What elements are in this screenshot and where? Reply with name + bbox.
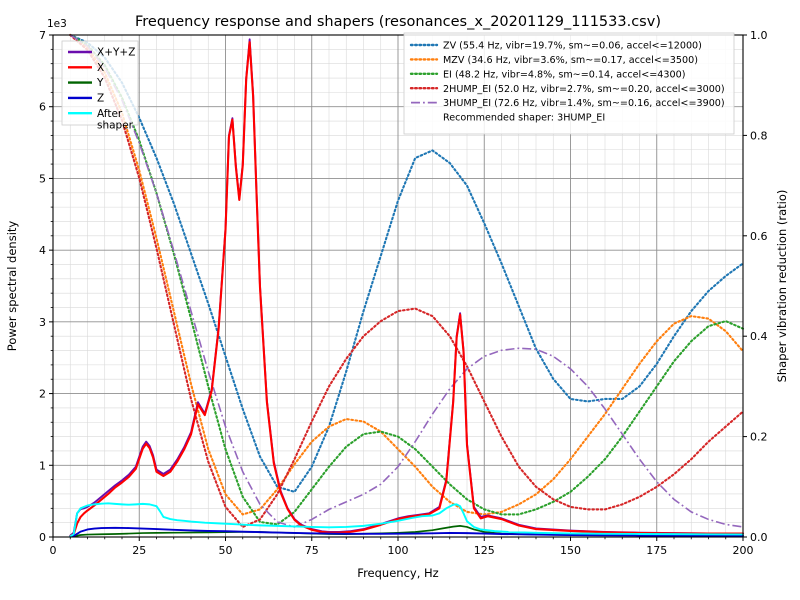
y2-tick-label: 0.2 xyxy=(750,431,768,444)
shaper-legend-label-zv: ZV (55.4 Hz, vibr=19.7%, sm~=0.06, accel… xyxy=(443,41,702,52)
recommended-shaper-text: Recommended shaper: 3HUMP_EI xyxy=(443,113,605,124)
shaper-legend: ZV (55.4 Hz, vibr=19.7%, sm~=0.06, accel… xyxy=(403,32,735,135)
x-axis-ticks: 0 25 50 75 100 125 150 175 200 xyxy=(50,537,754,557)
y-tick-label: 0 xyxy=(39,531,46,544)
y2-tick-label: 0.4 xyxy=(750,330,768,343)
shaper-legend-label-mzv: MZV (34.6 Hz, vibr=3.6%, sm~=0.17, accel… xyxy=(443,55,698,66)
psd-curve-after-shaper xyxy=(69,502,744,538)
x-tick-label: 125 xyxy=(474,544,495,557)
psd-curve-z xyxy=(69,526,744,538)
y2-axis-label: Shaper vibration reduction (ratio) xyxy=(775,190,789,383)
x-tick-label: 50 xyxy=(219,544,233,557)
shaper-legend-label-2hump_ei: 2HUMP_EI (52.0 Hz, vibr=2.7%, sm~=0.20, … xyxy=(443,84,725,95)
shaper-legend-label-ei: EI (48.2 Hz, vibr=4.8%, sm~=0.14, accel<… xyxy=(443,69,685,80)
axis-legend-label-shaper-line2: shaper xyxy=(97,120,134,132)
axis-legend-label-after: After xyxy=(97,108,123,120)
y-tick-label: 1 xyxy=(39,459,46,472)
shaper-curve-mzv xyxy=(69,33,745,516)
y-tick-label: 5 xyxy=(39,172,46,185)
y-tick-label: 4 xyxy=(39,244,46,257)
y-tick-label: 7 xyxy=(39,29,46,42)
x-tick-label: 25 xyxy=(132,544,146,557)
y-axis-ticks: 0 1 2 3 4 5 6 7 xyxy=(39,29,53,544)
x-tick-label: 0 xyxy=(50,544,57,557)
shaper-curves xyxy=(69,33,745,529)
axis-legend-label-x: X xyxy=(97,62,104,74)
psd-curve-x xyxy=(69,41,745,538)
y-tick-label: 3 xyxy=(39,316,46,329)
shaper-curve-2hump_ei xyxy=(69,33,745,529)
y2-tick-label: 0.8 xyxy=(750,129,768,142)
axis-legend-label-y: Y xyxy=(96,77,104,89)
axis-legend-label-x-y-z: X+Y+Z xyxy=(97,47,135,59)
shaper-legend-box xyxy=(403,32,735,135)
shaper-legend-label-3hump_ei: 3HUMP_EI (72.6 Hz, vibr=1.4%, sm~=0.16, … xyxy=(443,98,725,109)
y2-tick-label: 0.0 xyxy=(750,531,768,544)
y-tick-label: 2 xyxy=(39,388,46,401)
x-tick-label: 200 xyxy=(733,544,754,557)
y-axis-offset-text: 1e3 xyxy=(47,18,67,30)
chart-title: Frequency response and shapers (resonanc… xyxy=(135,14,661,30)
shaper-curve-zv xyxy=(69,33,745,494)
y-axis-label: Power spectral density xyxy=(5,221,19,352)
x-tick-label: 100 xyxy=(388,544,409,557)
x-tick-label: 150 xyxy=(560,544,581,557)
psd-curves xyxy=(69,38,745,538)
x-tick-label: 175 xyxy=(646,544,667,557)
x-tick-label: 75 xyxy=(305,544,319,557)
shaper-curve-3hump_ei xyxy=(69,34,744,528)
x-axis-label: Frequency, Hz xyxy=(357,566,438,580)
y2-axis-ticks: 0.0 0.2 0.4 0.6 0.8 1.0 xyxy=(743,29,768,544)
axis-legend-label-z: Z xyxy=(97,93,104,105)
shaper-curve-ei xyxy=(69,33,745,526)
y2-tick-label: 0.6 xyxy=(750,230,768,243)
y2-tick-label: 1.0 xyxy=(750,29,768,42)
y-tick-label: 6 xyxy=(39,101,46,114)
